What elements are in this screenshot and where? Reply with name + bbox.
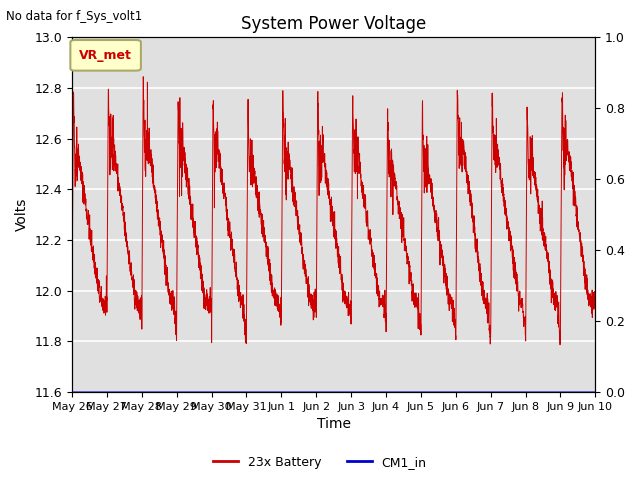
Text: No data for f_Sys_volt1: No data for f_Sys_volt1 (6, 10, 143, 23)
FancyBboxPatch shape (70, 40, 141, 71)
X-axis label: Time: Time (317, 418, 351, 432)
Title: System Power Voltage: System Power Voltage (241, 15, 426, 33)
Legend: 23x Battery, CM1_in: 23x Battery, CM1_in (208, 451, 432, 474)
Text: VR_met: VR_met (79, 49, 132, 62)
Y-axis label: Volts: Volts (15, 198, 29, 231)
